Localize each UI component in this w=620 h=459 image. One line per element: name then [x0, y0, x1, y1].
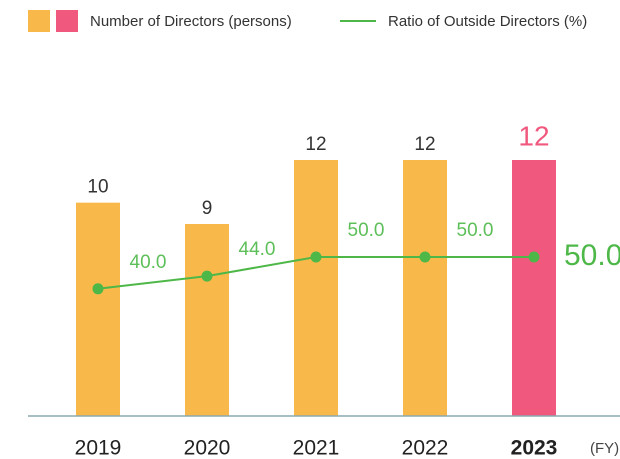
line-value-label: 50.0 [457, 220, 494, 241]
line-value-label: 40.0 [130, 252, 167, 273]
bar-value-label: 9 [202, 198, 213, 219]
bar-value-label: 12 [414, 134, 435, 155]
line-point [92, 283, 104, 295]
bar-value-label: 12 [305, 134, 326, 155]
x-tick-label: 2020 [184, 437, 231, 459]
x-tick-label: 2021 [293, 437, 340, 459]
legend-swatch [56, 10, 78, 32]
line-point [310, 251, 322, 263]
legend-label: Ratio of Outside Directors (%) [388, 13, 587, 30]
line-point [201, 270, 213, 282]
line-point [528, 251, 540, 263]
bar [403, 160, 447, 416]
line-point [419, 251, 431, 263]
bar [185, 224, 229, 416]
line-value-label: 50.0 [348, 220, 385, 241]
bar [76, 202, 120, 416]
x-tick-label: 2022 [402, 437, 449, 459]
bar-value-label: 10 [87, 177, 108, 198]
line-value-label: 50.0 [564, 239, 620, 272]
x-tick-label: 2023 [511, 437, 558, 459]
bar [294, 160, 338, 416]
line-value-label: 44.0 [239, 239, 276, 260]
x-tick-label: 2019 [75, 437, 122, 459]
legend-label: Number of Directors (persons) [90, 13, 292, 30]
bar [512, 160, 556, 416]
legend-swatch [28, 10, 50, 32]
x-axis-label: (FY) [590, 440, 619, 457]
bar-value-label: 12 [518, 120, 549, 151]
